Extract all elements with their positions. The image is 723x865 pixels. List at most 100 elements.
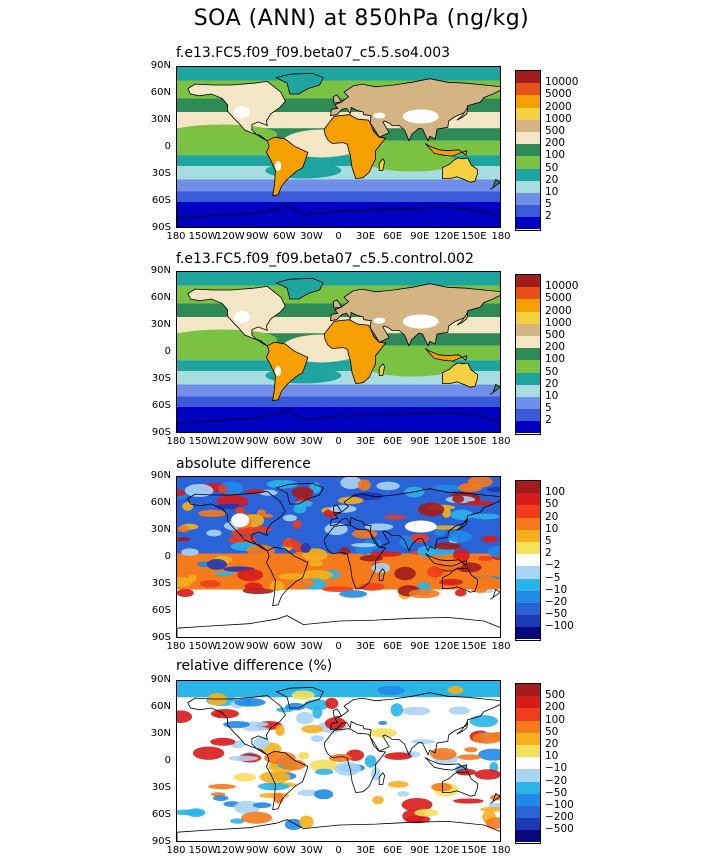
x-tick-label: 120W [215,436,245,447]
contour-patch [214,571,234,577]
contour-patch [390,703,404,717]
colorbar-swatch [516,71,540,84]
colorbar-label: 2000 [545,100,572,113]
contour-patch [296,711,314,725]
panel-2-colorbar [515,274,541,435]
x-tick-label: 120E [434,436,460,447]
x-tick-label: 180 [166,231,186,242]
x-tick-label: 90W [245,641,269,652]
y-tick-label: 30N [150,728,171,739]
coastline [441,567,479,593]
contour-patch [355,544,373,555]
y-tick-label: 60N [150,701,171,712]
coastline [275,482,324,505]
y-tick-label: 60S [151,400,171,411]
colorbar-swatch [516,529,540,542]
colorbar-swatch [516,348,540,361]
x-tick-label: 30W [300,641,323,652]
x-tick-label: 120W [215,641,245,652]
coastline [332,708,342,718]
x-tick-label: 180 [491,231,511,242]
x-tick-label: 150E [461,845,487,856]
panel-1-map [176,66,501,228]
colorbar-label: −5 [545,571,561,584]
contour-patch [487,486,500,493]
contour-patch [426,566,444,578]
colorbar-label: 2000 [545,304,572,317]
contour-patch [482,535,498,543]
colorbar-label: 5 [545,198,552,211]
contour-patch [448,706,470,715]
map-plot [177,67,500,227]
contour-patch [452,494,465,504]
contour-patch [177,588,194,598]
coastline [378,158,386,171]
contour-patch [431,782,452,792]
colorbar-swatch [516,287,540,300]
colorbar-swatch [516,744,540,758]
colorbar-swatch [516,566,540,579]
contour-patch [359,555,384,562]
contour-patch [474,769,500,780]
contour-patch [301,724,324,734]
colorbar-label: 5 [545,402,552,415]
colorbar-swatch [516,481,540,494]
contour-patch [429,747,457,761]
colorbar-swatch [516,217,540,230]
colorbar-swatch [516,627,540,640]
colorbar-swatch [516,299,540,312]
contour-patch [259,771,291,784]
contour-patch [278,573,309,580]
contour-patch [294,500,313,508]
y-tick-label: 60S [151,809,171,820]
colorbar-swatch [516,311,540,324]
contour-patch [387,780,409,788]
contour-patch [198,509,226,518]
contour-patch [181,548,199,556]
coastline [323,114,387,180]
y-tick-label: 60N [150,87,171,98]
contour-patch [432,484,461,492]
contour-patch [436,557,463,571]
x-tick-label: 120E [434,845,460,856]
contour-band [177,272,500,286]
map-plot [177,272,500,432]
colorbar-label: −100 [545,799,574,811]
contour-patch [236,527,252,535]
contour-patch [364,755,377,768]
x-tick-label: 30W [300,845,323,856]
colorbar-label: 10000 [545,280,579,293]
contour-patch [212,795,229,802]
contour-patch [177,490,186,497]
contour-patch [263,513,273,518]
contour-patch [351,542,377,548]
coastline [490,588,500,600]
colorbar-label: −10 [545,583,568,596]
x-tick-label: 60E [383,845,403,856]
contour-patch [177,710,193,723]
colorbar-label: 10 [545,186,559,198]
coastline [330,692,500,756]
coastline [378,363,386,376]
colorbar-swatch [516,275,540,288]
contour-patch [402,109,439,124]
contour-patch [453,798,484,804]
colorbar-label: 200 [545,341,566,354]
contour-patch [281,759,306,771]
colorbar-label: 100 [545,713,566,726]
colorbar-label: 5000 [545,292,572,305]
colorbar-swatch [516,541,540,555]
panel-1-colorbar [515,70,541,231]
colorbar-label: −50 [545,786,568,799]
colorbar-label: 10 [545,522,559,535]
contour-patch [439,578,463,586]
colorbar-label: 2 [545,210,552,223]
colorbar-swatch [516,830,540,843]
contour-patch [266,479,299,489]
contour-patch [372,795,384,805]
contour-patch [282,514,297,522]
coastline [187,694,286,756]
contour-patch [410,739,436,744]
colorbar-label: 10 [545,750,559,763]
y-tick-label: 30N [150,319,171,330]
